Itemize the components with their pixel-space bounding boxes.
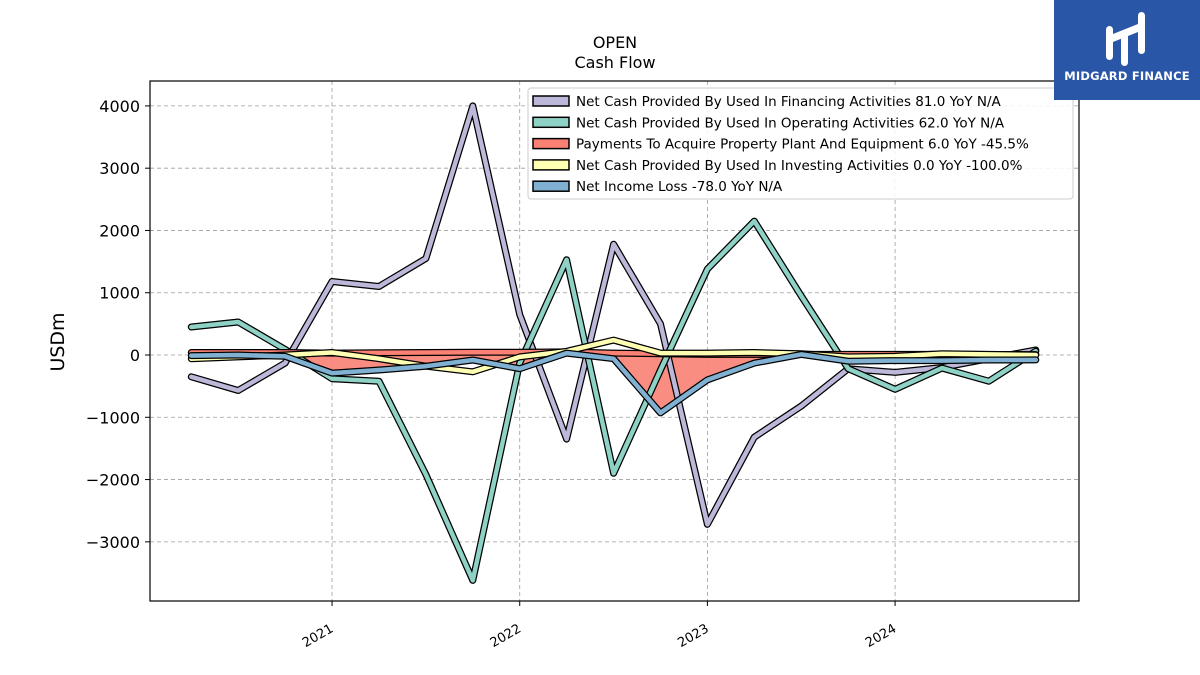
series-line [189, 350, 1039, 416]
chart-subtitle: Cash Flow [574, 53, 655, 72]
legend-swatch [532, 180, 570, 192]
series-0-line [187, 102, 1040, 528]
series-4-line [187, 349, 1040, 417]
legend-entry: Net Cash Provided By Used In Operating A… [576, 115, 1005, 131]
legend-entry: Net Cash Provided By Used In Financing A… [576, 94, 1002, 110]
y-tick-label: 0 [130, 346, 140, 365]
chart-title: OPEN [593, 33, 637, 52]
series-line [189, 103, 1039, 527]
legend-swatch [532, 137, 570, 150]
y-tick-label: 1000 [99, 284, 140, 303]
midgard-finance-logo: MIDGARD FINANCE [1054, 0, 1200, 100]
series-1-line [187, 217, 1040, 584]
y-tick-label: 3000 [99, 159, 140, 178]
legend-entry: Net Cash Provided By Used In Investing A… [576, 158, 1023, 174]
logo-text: MIDGARD FINANCE [1064, 69, 1190, 83]
legend: Net Cash Provided By Used In Financing A… [527, 87, 1074, 200]
y-tick-label: −3000 [86, 533, 140, 552]
y-tick-label: 4000 [99, 97, 140, 116]
series-line [189, 337, 1039, 375]
series-lines [187, 102, 1040, 584]
y-tick-label: −2000 [86, 471, 140, 490]
y-tick-label: 2000 [99, 221, 140, 240]
y-axis-label: USDm [47, 312, 69, 371]
y-tick-label: −1000 [86, 408, 140, 427]
legend-entry: Payments To Acquire Property Plant And E… [576, 137, 1029, 153]
series-line [189, 218, 1039, 583]
legend-swatch [532, 159, 570, 171]
legend-entry: Net Income Loss -78.0 YoY N/A [576, 179, 783, 195]
plot-frame [149, 80, 1080, 602]
legend-box [527, 87, 1074, 200]
logo-mark-icon [1106, 12, 1145, 66]
series-3-line [187, 336, 1040, 376]
legend-swatch [532, 116, 570, 129]
legend-swatch [532, 95, 570, 107]
